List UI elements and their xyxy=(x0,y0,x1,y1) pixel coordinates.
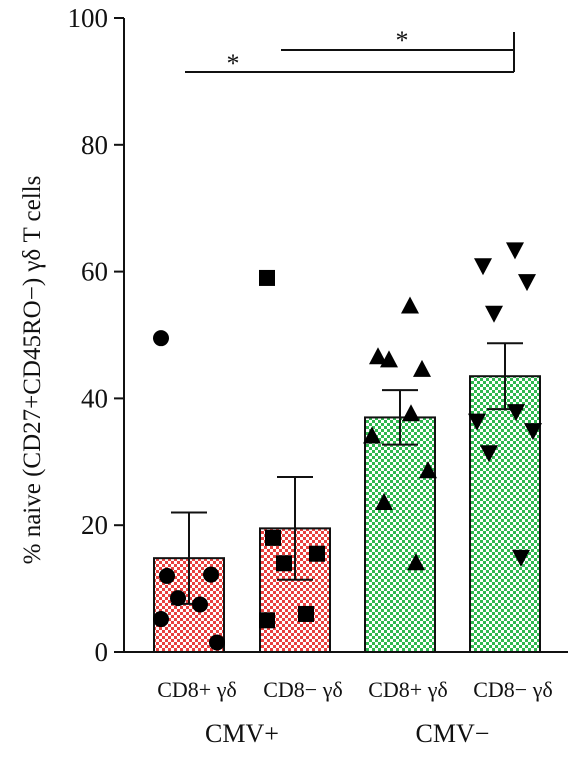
x-axis-labels: CD8+ γδ CD8− γδ CD8+ γδ CD8− γδ CMV+ CMV− xyxy=(157,677,553,748)
data-point xyxy=(407,553,425,571)
data-point xyxy=(309,545,325,562)
data-point xyxy=(203,566,219,583)
data-point xyxy=(159,567,175,584)
data-point xyxy=(363,426,381,444)
data-point xyxy=(259,269,275,286)
data-point xyxy=(485,305,503,323)
bar xyxy=(469,375,541,653)
data-point xyxy=(468,413,486,431)
y-tick-label: 60 xyxy=(81,257,108,287)
significance-layer: ** xyxy=(185,26,515,78)
data-point xyxy=(518,274,536,292)
data-point xyxy=(209,634,225,651)
group-label: CMV+ xyxy=(205,719,279,748)
data-point xyxy=(369,347,387,365)
data-point xyxy=(153,611,169,628)
data-point xyxy=(192,596,208,613)
y-tick-label: 100 xyxy=(68,3,109,33)
data-point xyxy=(375,493,393,511)
points-layer xyxy=(153,242,542,651)
x-tick-label: CD8− γδ xyxy=(263,677,343,702)
bar xyxy=(364,416,436,654)
data-point xyxy=(402,404,420,422)
data-point xyxy=(419,461,437,479)
data-point xyxy=(259,612,275,629)
data-point xyxy=(276,555,292,572)
data-point xyxy=(170,590,186,607)
data-point xyxy=(512,549,530,567)
y-tick-label: 40 xyxy=(81,383,108,413)
x-tick-label: CD8− γδ xyxy=(473,677,553,702)
data-point xyxy=(380,350,398,368)
x-tick-label: CD8+ γδ xyxy=(368,677,448,702)
y-axis-label: % naive (CD27+CD45RO−) γδ T cells xyxy=(19,176,46,565)
data-point xyxy=(401,296,419,314)
data-point xyxy=(413,359,431,377)
data-point xyxy=(298,605,314,622)
x-tick-label: CD8+ γδ xyxy=(157,677,237,702)
y-tick-label: 0 xyxy=(95,637,109,667)
data-point xyxy=(265,529,281,546)
group-label: CMV− xyxy=(416,719,490,748)
data-point xyxy=(474,258,492,276)
data-point xyxy=(524,423,542,441)
significance-label: * xyxy=(396,26,409,55)
data-point xyxy=(507,404,525,422)
y-tick-label: 80 xyxy=(81,130,108,160)
significance-label: * xyxy=(227,49,240,78)
y-tick-label: 20 xyxy=(81,510,108,540)
data-point xyxy=(480,445,498,463)
data-point xyxy=(153,330,169,347)
data-point xyxy=(506,242,524,260)
